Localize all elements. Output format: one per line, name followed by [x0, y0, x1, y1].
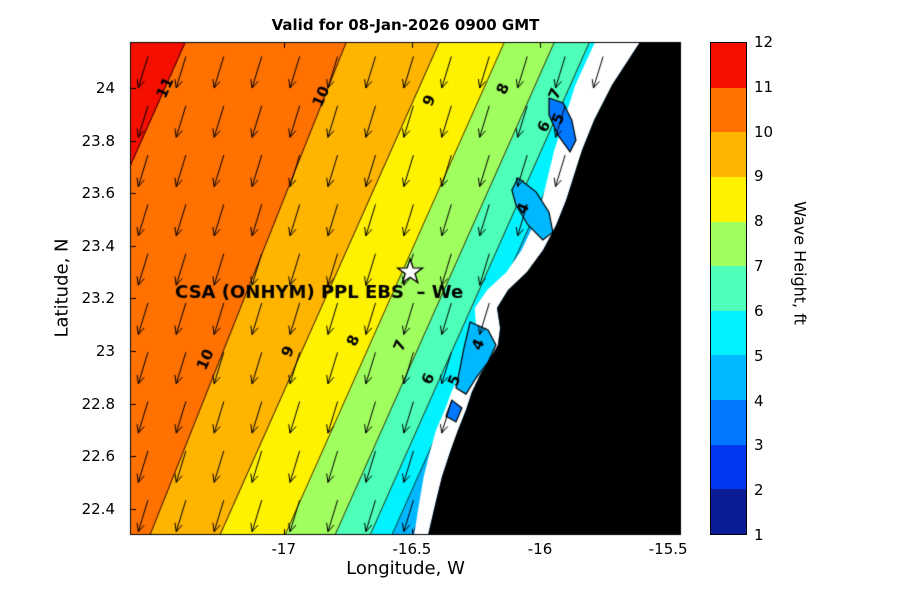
- colorbar-segment: [711, 176, 746, 222]
- colorbar-tick-label: 11: [754, 77, 774, 96]
- y-tick-label: 23.2: [81, 289, 115, 308]
- colorbar-segment: [711, 400, 746, 445]
- colorbar-tick-label: 9: [754, 167, 764, 186]
- colorbar-tick-label: 1: [754, 526, 764, 544]
- y-tick-label: 23.8: [81, 131, 115, 150]
- colorbar-segment: [711, 444, 746, 490]
- colorbar-segment: [711, 87, 746, 133]
- x-tick-label: -15.5: [648, 540, 688, 558]
- x-tick-label: -16.5: [392, 540, 432, 558]
- y-tick-label: 24: [95, 79, 115, 97]
- colorbar-tick-label: 3: [754, 436, 764, 455]
- figure-title: Valid for 08-Jan-2026 0900 GMT: [271, 16, 540, 34]
- colorbar-segment: [711, 221, 746, 267]
- colorbar-tick-label: 2: [754, 481, 764, 500]
- y-tick-label: 22.6: [81, 447, 115, 466]
- x-axis-label: Longitude, W: [346, 558, 465, 579]
- y-tick-label: 23.4: [81, 236, 115, 255]
- y-tick-label: 22.8: [81, 394, 115, 413]
- colorbar-segment: [711, 310, 746, 356]
- colorbar-tick-label: 5: [754, 346, 764, 365]
- colorbar-segment: [711, 43, 746, 88]
- colorbar-tick-label: 12: [754, 33, 774, 51]
- colorbar-tick-label: 4: [754, 391, 764, 410]
- colorbar-segment: [711, 355, 746, 401]
- y-tick-label: 23.6: [81, 184, 115, 203]
- colorbar-label: Wave Height, ft: [790, 201, 810, 325]
- colorbar-tick-label: 10: [754, 122, 774, 141]
- x-tick-label: -17: [271, 540, 297, 558]
- x-tick-label: -16: [527, 540, 553, 558]
- colorbar-segment: [711, 489, 746, 535]
- colorbar-segment: [711, 132, 746, 177]
- colorbar-segment: [711, 266, 746, 311]
- y-tick-label: 23: [95, 341, 115, 360]
- colorbar-tick-label: 6: [754, 301, 764, 320]
- colorbar: [710, 42, 747, 535]
- y-tick-label: 22.4: [81, 499, 115, 518]
- colorbar-tick-label: 7: [754, 257, 764, 276]
- colorbar-tick-label: 8: [754, 212, 764, 231]
